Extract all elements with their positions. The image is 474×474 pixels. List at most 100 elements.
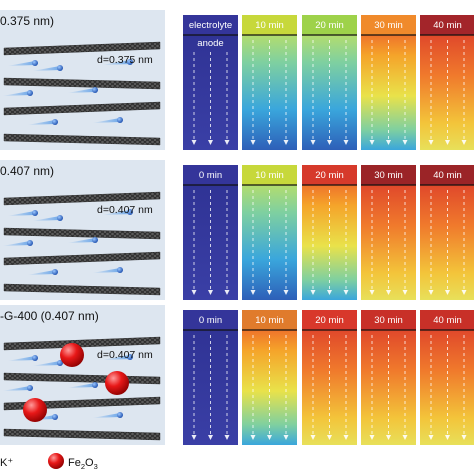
k-ion (57, 215, 63, 221)
time-header (361, 165, 416, 185)
time-label: 30 min (374, 170, 403, 181)
time-panel: 0 min (183, 165, 238, 300)
time-label: 10 min (255, 170, 284, 181)
arrow-head-icon (267, 435, 272, 440)
fe2o3-legend-label: Fe2O3 (68, 457, 98, 471)
ion-trail (92, 268, 120, 273)
time-header (183, 15, 238, 35)
k-ion (32, 355, 38, 361)
arrow-head-icon (283, 435, 289, 440)
graphene-sheet (3, 101, 161, 116)
time-label: 0 min (199, 315, 222, 326)
arrow-head-icon (208, 435, 213, 440)
graphene-sheet (3, 41, 161, 56)
time-label: 0 min (199, 170, 222, 181)
time-header (420, 310, 474, 330)
fe2o3-particle (105, 371, 129, 395)
arrow-head-icon (250, 140, 256, 145)
arrow-head-icon (461, 435, 467, 440)
ion-trail (32, 216, 60, 221)
k-ion (32, 210, 38, 216)
time-header (242, 310, 297, 330)
k-ion (52, 119, 58, 125)
k-ion (27, 240, 33, 246)
arrow-head-icon (428, 435, 434, 440)
arrow-head-icon (191, 140, 197, 145)
arrow-head-icon (343, 290, 349, 295)
time-panel: 30 min (361, 310, 416, 445)
arrow-head-icon (250, 435, 256, 440)
ion-trail (2, 91, 30, 96)
graphene-sheet (3, 191, 161, 206)
time-header (242, 165, 297, 185)
arrow-head-icon (208, 290, 213, 295)
k-ion (117, 412, 123, 418)
arrow-head-icon (267, 290, 272, 295)
ion-trail (7, 356, 35, 361)
arrow-head-icon (310, 435, 316, 440)
arrow-head-icon (386, 140, 391, 145)
time-panel: electrolyte anode (183, 15, 238, 150)
arrow-head-icon (386, 290, 391, 295)
arrow-head-icon (343, 435, 349, 440)
arrow-head-icon (250, 290, 256, 295)
arrow-head-icon (445, 140, 450, 145)
time-panel: 10 min (242, 310, 297, 445)
arrow-head-icon (428, 140, 434, 145)
arrow-head-icon (386, 435, 391, 440)
ion-trail (67, 238, 95, 243)
k-ion (127, 209, 133, 215)
time-panel: 20 min (302, 165, 357, 300)
ion-trail (102, 60, 130, 65)
ion-legend-label: K⁺ (0, 457, 13, 469)
time-header (302, 165, 357, 185)
time-label: 40 min (433, 20, 462, 31)
time-header (420, 165, 474, 185)
graphene-sheet (3, 336, 161, 351)
arrow-head-icon (369, 290, 375, 295)
diffusion-gradient (420, 15, 474, 150)
arrow-head-icon (310, 290, 316, 295)
arrow-head-icon (208, 140, 213, 145)
time-label: 20 min (315, 170, 344, 181)
time-header (361, 15, 416, 35)
diffusion-gradient (420, 165, 474, 300)
k-ion (57, 360, 63, 366)
time-header (183, 165, 238, 185)
k-ion (127, 354, 133, 360)
arrow-head-icon (224, 290, 230, 295)
time-panel: 20 min (302, 15, 357, 150)
anode-label: anode (197, 38, 223, 49)
arrow-head-icon (327, 290, 332, 295)
time-header (302, 310, 357, 330)
ion-trail (102, 210, 130, 215)
graphene-sheet (3, 428, 161, 441)
k-ion (92, 87, 98, 93)
k-ion (127, 59, 133, 65)
ion-trail (67, 383, 95, 388)
time-panel: 40 min (420, 165, 474, 300)
time-panel: 10 min (242, 165, 297, 300)
interlayer-spacing-label: d=0.407 nm (97, 204, 153, 216)
time-header (361, 310, 416, 330)
time-panel: 30 min (361, 165, 416, 300)
time-panel: 20 min (302, 310, 357, 445)
time-label: 40 min (433, 315, 462, 326)
ion-trail (2, 241, 30, 246)
ion-trail (7, 61, 35, 66)
arrow-head-icon (343, 140, 349, 145)
time-label: 20 min (315, 315, 344, 326)
arrow-head-icon (369, 140, 375, 145)
row-2: 0.407 nm) d=0.407 nm 0 min 10 min 20 min 30 m… (0, 160, 474, 300)
arrow-head-icon (445, 435, 450, 440)
legend: K⁺ Fe2O3 (0, 453, 98, 471)
interlayer-spacing-label: d=0.375 nm (97, 54, 153, 66)
k-ion (117, 117, 123, 123)
ion-trail (7, 211, 35, 216)
arrow-head-icon (283, 290, 289, 295)
k-ion (57, 65, 63, 71)
row-title: -G-400 (0.407 nm) (0, 309, 99, 323)
row-title: 0.407 nm) (0, 164, 54, 178)
row-3: -G-400 (0.407 nm) d=0.407 nm 0 min 10 min 20… (0, 305, 474, 445)
